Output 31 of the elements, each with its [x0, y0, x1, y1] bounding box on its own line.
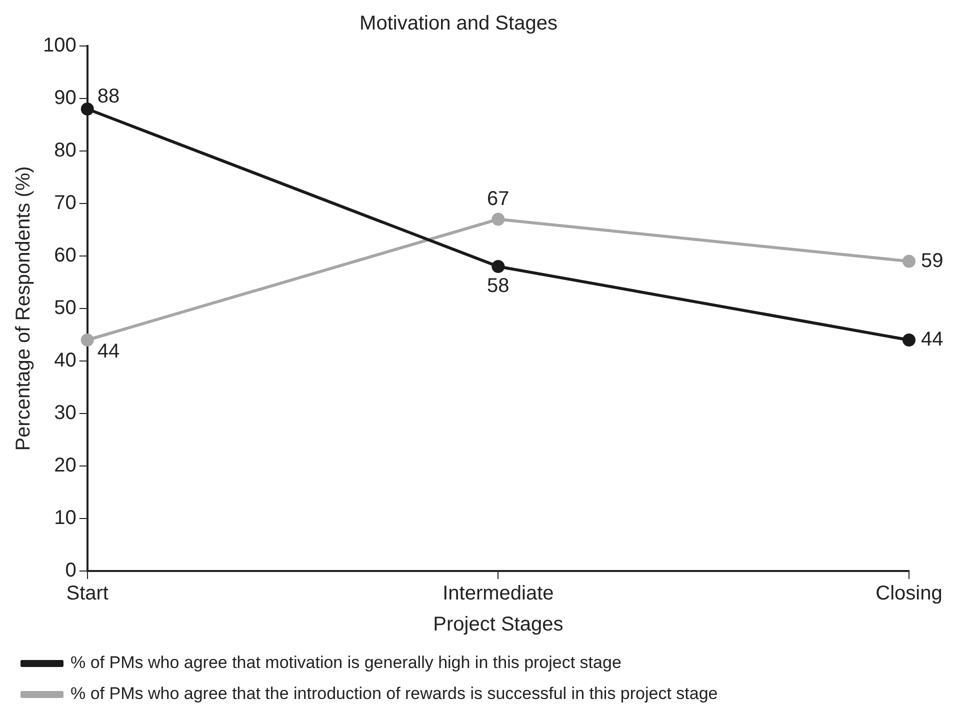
y-tick-label: 0 — [65, 560, 76, 582]
point — [902, 254, 916, 268]
legend-label: % of PMs who agree that the introduction of rewards is successful in this project stage — [70, 684, 718, 704]
point — [80, 102, 94, 116]
y-tick-label: 30 — [54, 402, 76, 424]
data-label: 44 — [97, 340, 120, 363]
legend-label: % of PMs who agree that motivation is generally high in this project stage — [70, 653, 622, 672]
x-tick-label: Start — [66, 582, 109, 605]
y-tick-label: 100 — [42, 34, 76, 57]
x-tick-label: Closing — [876, 582, 942, 605]
y-tick-label: 10 — [54, 507, 76, 530]
point — [492, 212, 505, 226]
chart-title: Motivation and Stages — [360, 12, 558, 35]
data-label: 67 — [487, 188, 510, 210]
y-tick-label: 70 — [54, 192, 76, 214]
data-label: 44 — [921, 328, 944, 351]
y-tick-label: 90 — [54, 87, 76, 110]
y-tick-label: 80 — [54, 140, 76, 162]
x-tick-label: Intermediate — [442, 582, 554, 605]
point — [492, 260, 505, 273]
x-axis-title: Project Stages — [433, 614, 564, 636]
point — [902, 334, 916, 346]
y-tick-label: 60 — [54, 244, 76, 267]
y-tick-label: 20 — [54, 454, 76, 477]
data-label: 59 — [921, 250, 944, 272]
point — [80, 334, 94, 346]
data-label: 58 — [487, 275, 510, 298]
data-label: 88 — [97, 86, 120, 108]
y-tick-label: 40 — [54, 350, 76, 372]
y-axis-title: Percentage of Respondents (%) — [12, 166, 35, 451]
y-tick-label: 50 — [54, 297, 76, 320]
